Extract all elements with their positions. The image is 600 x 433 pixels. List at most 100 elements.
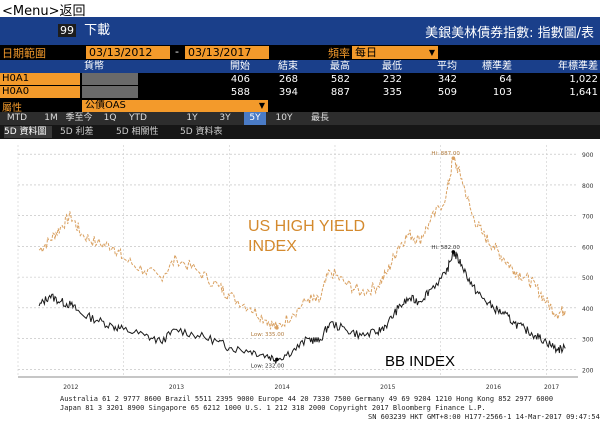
x-tick-label: 2012 xyxy=(63,384,78,391)
download-button[interactable]: 99 下載 xyxy=(58,18,148,44)
period-max[interactable]: 最長 xyxy=(310,113,329,123)
frequency-value: 每日 xyxy=(355,46,377,59)
annotation-marker xyxy=(275,357,279,362)
series-hy-line xyxy=(38,155,566,330)
period-3y[interactable]: 3Y xyxy=(219,113,231,123)
chevron-down-icon: ▼ xyxy=(428,48,435,57)
y-tick-label: 500 xyxy=(582,275,594,282)
y-tick-label: 900 xyxy=(582,152,594,159)
annotation-label: Hi: 582.00 xyxy=(431,245,460,251)
attribute-value: 公債OAS xyxy=(85,100,126,111)
y-tick-label: 200 xyxy=(582,367,594,374)
col-std: 標準差 xyxy=(482,61,512,72)
row-name[interactable]: H0A1 xyxy=(0,73,80,85)
series-bb-line xyxy=(38,251,566,365)
col-high: 最高 xyxy=(330,61,350,72)
period-5y[interactable]: 5Y xyxy=(244,112,266,125)
y-tick-label: 300 xyxy=(582,337,594,344)
x-tick-label: 2016 xyxy=(486,384,501,391)
footer-line1: Australia 61 2 9777 8600 Brazil 5511 239… xyxy=(60,395,554,403)
tab-correlation[interactable]: 5D 相關性 xyxy=(116,127,159,137)
chart-annotations: Hi: 887.00 Hi: 582.00 Low: 335.00 Low: 232.… xyxy=(251,151,460,369)
period-bar xyxy=(0,112,600,125)
menu-back-link[interactable]: <Menu>返回 xyxy=(2,4,86,19)
col-ann-std: 年標準差 xyxy=(558,61,598,72)
page-title: 美銀美林債券指數: 指數圖/表 xyxy=(425,26,594,41)
annotation-marker xyxy=(451,156,456,161)
table-row xyxy=(0,73,600,86)
cell-low: 335 xyxy=(382,87,402,98)
download-label: 下載 xyxy=(84,23,111,38)
cell-avg: 342 xyxy=(437,74,457,85)
period-qtd[interactable]: 季至今 xyxy=(65,113,93,123)
menu-bar: <Menu>返回 xyxy=(0,0,600,19)
hy-label-line2: INDEX xyxy=(248,238,297,255)
x-tick-label: 2017 xyxy=(544,384,559,391)
hy-label-line1: US HIGH YIELD xyxy=(248,218,365,235)
period-10y[interactable]: 10Y xyxy=(275,113,293,123)
annotation-marker xyxy=(451,250,456,254)
start-date-input[interactable]: 03/13/2012 xyxy=(86,46,170,59)
row-name[interactable]: H0A0 xyxy=(0,86,80,98)
footer-line2: Japan 81 3 3201 8900 Singapore 65 6212 1… xyxy=(60,404,486,412)
y-tick-label: 800 xyxy=(582,183,594,190)
cell-ann-std: 1,641 xyxy=(569,87,598,98)
col-avg: 平均 xyxy=(437,61,457,72)
annotation-marker xyxy=(275,326,279,330)
y-tick-label: 700 xyxy=(582,214,594,221)
frequency-label: 頻率 xyxy=(328,47,350,60)
y-tick-label: 400 xyxy=(582,306,594,313)
col-end: 結束 xyxy=(278,61,298,72)
x-tick-label: 2015 xyxy=(380,384,395,391)
col-low: 最低 xyxy=(382,61,402,72)
chevron-down-icon: ▼ xyxy=(258,101,265,110)
chart-background xyxy=(0,139,600,392)
currency-cell xyxy=(82,86,138,98)
bb-series-label: BB INDEX xyxy=(385,353,455,370)
x-tick-label: 2013 xyxy=(169,384,184,391)
download-hotkey: 99 xyxy=(58,24,76,37)
period-mtd[interactable]: MTD xyxy=(6,113,28,123)
col-currency: 貨幣 xyxy=(84,61,104,72)
attribute-select[interactable]: 公債OAS ▼ xyxy=(82,100,268,112)
footer xyxy=(0,392,600,433)
annotation-label: Low: 335.00 xyxy=(251,332,285,338)
col-start: 開始 xyxy=(230,61,250,72)
period-1m[interactable]: 1M xyxy=(44,113,58,123)
date-range-label: 日期範圍 xyxy=(2,47,46,60)
footer-line3: SN 603239 HKT GMT+8:00 H177-2566-1 14-Ma… xyxy=(368,413,600,421)
attribute-label: 屬性 xyxy=(2,103,22,114)
period-1y[interactable]: 1Y xyxy=(186,113,198,123)
tab-datatable[interactable]: 5D 資料表 xyxy=(180,127,223,137)
y-tick-label: 600 xyxy=(582,244,594,251)
tabs-bar xyxy=(0,125,600,139)
period-ytd[interactable]: YTD xyxy=(129,113,147,123)
x-tick-label: 2014 xyxy=(275,384,290,391)
cell-start: 588 xyxy=(230,87,250,98)
hy-series-label: US HIGH YIELD INDEX xyxy=(248,218,370,255)
table-header xyxy=(0,60,600,73)
frequency-select[interactable]: 每日 ▼ xyxy=(352,46,438,59)
cell-avg: 509 xyxy=(437,87,457,98)
cell-ann-std: 1,022 xyxy=(569,74,598,85)
tab-chart[interactable]: 5D 資料圖 xyxy=(4,126,52,138)
cell-end: 268 xyxy=(278,74,298,85)
tab-spread[interactable]: 5D 利差 xyxy=(60,127,94,137)
cell-std: 64 xyxy=(499,74,512,85)
cell-high: 582 xyxy=(330,74,350,85)
annotation-label: Hi: 887.00 xyxy=(431,151,460,157)
annotation-label: Low: 232.00 xyxy=(251,363,285,369)
cell-start: 406 xyxy=(230,74,250,85)
y-axis: 200 300 400 500 600 700 800 900 xyxy=(582,152,594,374)
period-1q[interactable]: 1Q xyxy=(103,113,117,123)
cell-std: 103 xyxy=(492,87,512,98)
end-date-input[interactable]: 03/13/2017 xyxy=(185,46,269,59)
x-axis: 2012 2013 2014 2015 2016 2017 xyxy=(18,376,578,391)
cell-end: 394 xyxy=(278,87,298,98)
cell-low: 232 xyxy=(382,74,402,85)
currency-cell xyxy=(82,73,138,85)
date-separator: - xyxy=(175,45,179,58)
title-bar xyxy=(0,17,600,45)
table-row xyxy=(0,86,600,99)
